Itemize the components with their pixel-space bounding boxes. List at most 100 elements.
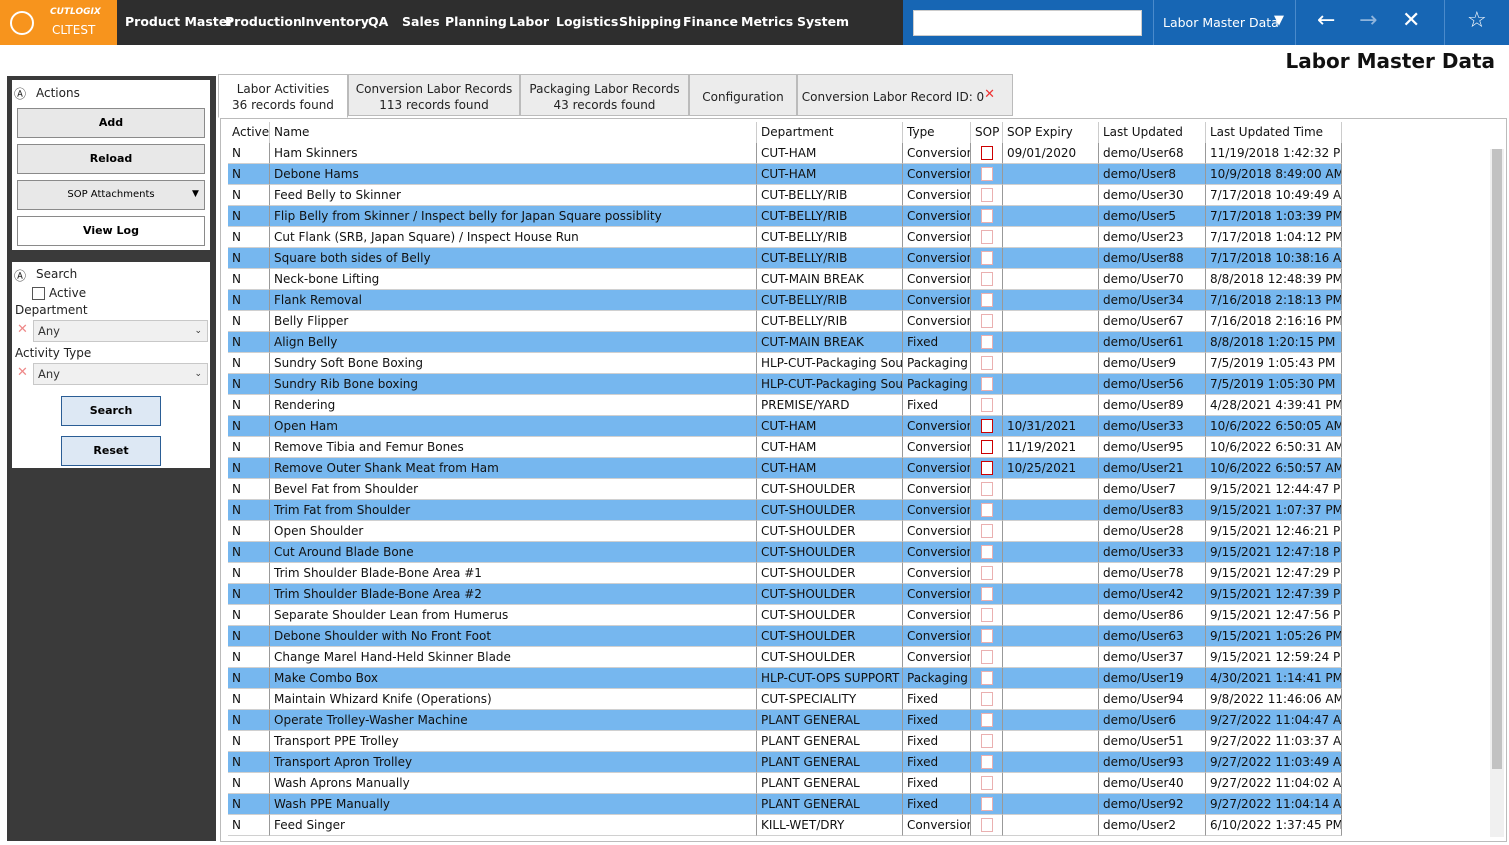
pdf-icon[interactable]	[981, 608, 993, 622]
pdf-icon[interactable]	[981, 230, 993, 244]
pdf-icon[interactable]	[981, 419, 993, 433]
tab[interactable]: Conversion Labor Records 113 records foun…	[348, 74, 520, 116]
nav-item[interactable]: Finance	[683, 14, 738, 29]
pdf-icon[interactable]	[981, 797, 993, 811]
pdf-icon[interactable]	[981, 755, 993, 769]
clear-icon[interactable]: ✕	[17, 365, 28, 380]
pdf-icon[interactable]	[981, 398, 993, 412]
pdf-icon[interactable]	[981, 272, 993, 286]
table-row[interactable]: N Remove Tibia and Femur Bones CUT-HAM Conv…	[228, 437, 1342, 458]
column-header[interactable]: Department	[757, 122, 903, 143]
table-row[interactable]: N Feed Singer KILL-WET/DRY Conversion demo/U…	[228, 815, 1342, 836]
pdf-icon[interactable]	[981, 503, 993, 517]
table-row[interactable]: N Operate Trolley-Washer Machine PLANT GEN…	[228, 710, 1342, 731]
favorite-button[interactable]: ☆	[1467, 8, 1487, 33]
table-row[interactable]: N Bevel Fat from Shoulder CUT-SHOULDER Conv…	[228, 479, 1342, 500]
search-input[interactable]	[913, 10, 1142, 36]
column-header[interactable]: Active	[228, 122, 270, 143]
table-row[interactable]: N Separate Shoulder Lean from Humerus CUT-…	[228, 605, 1342, 626]
pdf-icon[interactable]	[981, 146, 993, 160]
pdf-icon[interactable]	[981, 482, 993, 496]
pdf-icon[interactable]	[981, 650, 993, 664]
actions-toggle[interactable]: Ⓐ	[14, 87, 27, 101]
nav-item[interactable]: Sales	[402, 14, 440, 29]
pdf-icon[interactable]	[981, 776, 993, 790]
pdf-icon[interactable]	[981, 167, 993, 181]
close-tab[interactable]: ✕	[984, 87, 995, 102]
pdf-icon[interactable]	[981, 734, 993, 748]
scroll-thumb[interactable]	[1492, 149, 1502, 769]
table-row[interactable]: N Open Ham CUT-HAM Conversion 10/31/2021 demo…	[228, 416, 1342, 437]
table-row[interactable]: N Debone Shoulder with No Front Foot CUT-S…	[228, 626, 1342, 647]
table-row[interactable]: N Wash PPE Manually PLANT GENERAL Fixed demo…	[228, 794, 1342, 815]
search-button[interactable]: Search	[61, 396, 161, 426]
tab[interactable]: Packaging Labor Records 43 records found	[520, 74, 689, 116]
table-row[interactable]: N Cut Flank (SRB, Japan Square) / Inspect…	[228, 227, 1342, 248]
pdf-icon[interactable]	[981, 461, 993, 475]
table-row[interactable]: N Maintain Whizard Knife (Operations) CUT-…	[228, 689, 1342, 710]
column-header[interactable]: SOP	[971, 122, 1003, 143]
scrollbar[interactable]	[1490, 149, 1504, 837]
nav-item[interactable]: Logistics	[556, 14, 619, 29]
nav-item[interactable]: Product Master	[125, 14, 234, 29]
tab[interactable]: Labor Activities 36 records found	[218, 74, 348, 118]
table-row[interactable]: N Feed Belly to Skinner CUT-BELLY/RIB Conve…	[228, 185, 1342, 206]
pdf-icon[interactable]	[981, 293, 993, 307]
view-log-button[interactable]: View Log	[17, 216, 205, 246]
nav-item[interactable]: Labor	[509, 14, 550, 29]
pdf-icon[interactable]	[981, 251, 993, 265]
tab[interactable]: Conversion Labor Record ID: 0 ✕	[797, 74, 1013, 116]
table-row[interactable]: N Debone Hams CUT-HAM Conversion demo/User8 1…	[228, 164, 1342, 185]
pdf-icon[interactable]	[981, 713, 993, 727]
pdf-icon[interactable]	[981, 356, 993, 370]
pdf-icon[interactable]	[981, 587, 993, 601]
table-row[interactable]: N Wash Aprons Manually PLANT GENERAL Fixed d…	[228, 773, 1342, 794]
back-button[interactable]: ←	[1317, 8, 1336, 33]
pdf-icon[interactable]	[981, 209, 993, 223]
close-button[interactable]: ✕	[1402, 8, 1421, 33]
pdf-icon[interactable]	[981, 671, 993, 685]
search-toggle[interactable]: Ⓐ	[14, 269, 27, 283]
table-row[interactable]: N Open Shoulder CUT-SHOULDER Conversion demo…	[228, 521, 1342, 542]
pdf-icon[interactable]	[981, 629, 993, 643]
sop-dropdown[interactable]: SOP Attachments	[17, 180, 205, 210]
table-row[interactable]: N Belly Flipper CUT-BELLY/RIB Conversion dem…	[228, 311, 1342, 332]
table-row[interactable]: N Align Belly CUT-MAIN BREAK Fixed demo/User…	[228, 332, 1342, 353]
pdf-icon[interactable]	[981, 524, 993, 538]
table-row[interactable]: N Flank Removal CUT-BELLY/RIB Conversion dem…	[228, 290, 1342, 311]
tab[interactable]: Configuration	[689, 74, 797, 116]
table-row[interactable]: N Neck-bone Lifting CUT-MAIN BREAK Conversi…	[228, 269, 1342, 290]
logo[interactable]: CUTLOGIX CLTEST	[0, 0, 117, 45]
nav-item[interactable]: System	[797, 14, 850, 29]
table-row[interactable]: N Trim Fat from Shoulder CUT-SHOULDER Conve…	[228, 500, 1342, 521]
pdf-icon[interactable]	[981, 818, 993, 832]
table-row[interactable]: N Trim Shoulder Blade-Bone Area #2 CUT-SHO…	[228, 584, 1342, 605]
pdf-icon[interactable]	[981, 545, 993, 559]
clear-icon[interactable]: ✕	[17, 322, 28, 337]
nav-item[interactable]: QA	[368, 14, 389, 29]
module-dropdown[interactable]: Labor Master Data ▼	[1153, 0, 1296, 45]
column-header[interactable]: Last Updated Time	[1206, 122, 1342, 143]
department-select[interactable]: Any ⌄	[33, 320, 208, 342]
table-row[interactable]: N Sundry Soft Bone Boxing HLP-CUT-Packagin…	[228, 353, 1342, 374]
nav-item[interactable]: Shipping	[619, 14, 682, 29]
nav-item[interactable]: Inventory	[301, 14, 369, 29]
pdf-icon[interactable]	[981, 188, 993, 202]
reset-button[interactable]: Reset	[61, 436, 161, 466]
table-row[interactable]: N Change Marel Hand-Held Skinner Blade CUT…	[228, 647, 1342, 668]
table-row[interactable]: N Transport PPE Trolley PLANT GENERAL Fixed…	[228, 731, 1342, 752]
pdf-icon[interactable]	[981, 440, 993, 454]
column-header[interactable]: SOP Expiry Date	[1003, 122, 1099, 159]
table-row[interactable]: N Rendering PREMISE/YARD Fixed demo/User89 4/…	[228, 395, 1342, 416]
table-row[interactable]: N Make Combo Box HLP-CUT-OPS SUPPORT Packag…	[228, 668, 1342, 689]
column-header[interactable]: Name	[270, 122, 757, 143]
table-row[interactable]: N Square both sides of Belly CUT-BELLY/RIB…	[228, 248, 1342, 269]
nav-item[interactable]: Metrics	[741, 14, 794, 29]
table-row[interactable]: N Sundry Rib Bone boxing HLP-CUT-Packaging…	[228, 374, 1342, 395]
pdf-icon[interactable]	[981, 566, 993, 580]
nav-item[interactable]: Production	[225, 14, 302, 29]
pdf-icon[interactable]	[981, 377, 993, 391]
forward-button[interactable]: →	[1359, 8, 1378, 33]
nav-item[interactable]: Planning	[445, 14, 507, 29]
column-header[interactable]: Type	[903, 122, 971, 143]
